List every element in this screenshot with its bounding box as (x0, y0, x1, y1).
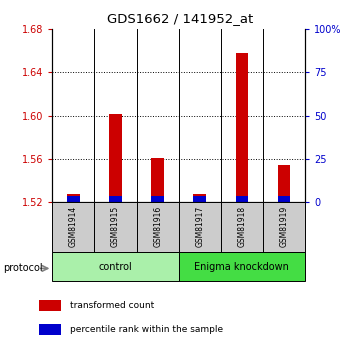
Bar (151, 196, 164, 202)
Text: GSM81917: GSM81917 (195, 206, 204, 247)
Text: GSM81915: GSM81915 (111, 206, 120, 247)
Bar (263, 202, 305, 252)
Text: transformed count: transformed count (70, 301, 154, 310)
Text: control: control (99, 262, 132, 272)
Bar (39, 324, 61, 335)
Bar (109, 196, 122, 202)
Bar (221, 202, 263, 252)
Text: Enigma knockdown: Enigma knockdown (195, 262, 289, 272)
Bar (52, 252, 179, 281)
Text: GSM81918: GSM81918 (238, 206, 246, 247)
Text: GSM81916: GSM81916 (153, 206, 162, 247)
Bar (67, 196, 80, 202)
Text: percentile rank within the sample: percentile rank within the sample (70, 325, 223, 334)
Bar (236, 53, 248, 202)
Text: GDS1662 / 141952_at: GDS1662 / 141952_at (107, 12, 254, 25)
Bar (39, 299, 61, 311)
Bar (278, 196, 290, 202)
Bar (193, 196, 206, 202)
Bar (278, 165, 290, 202)
Bar (193, 194, 206, 202)
Bar (109, 115, 122, 202)
Text: GSM81914: GSM81914 (69, 206, 78, 247)
Bar (95, 202, 136, 252)
Bar (236, 196, 248, 202)
Bar (52, 202, 95, 252)
Bar (136, 202, 179, 252)
Bar (67, 194, 80, 202)
Bar (179, 202, 221, 252)
Text: protocol: protocol (4, 264, 43, 273)
Bar (179, 252, 305, 281)
Bar (151, 158, 164, 202)
Text: GSM81919: GSM81919 (279, 206, 288, 247)
